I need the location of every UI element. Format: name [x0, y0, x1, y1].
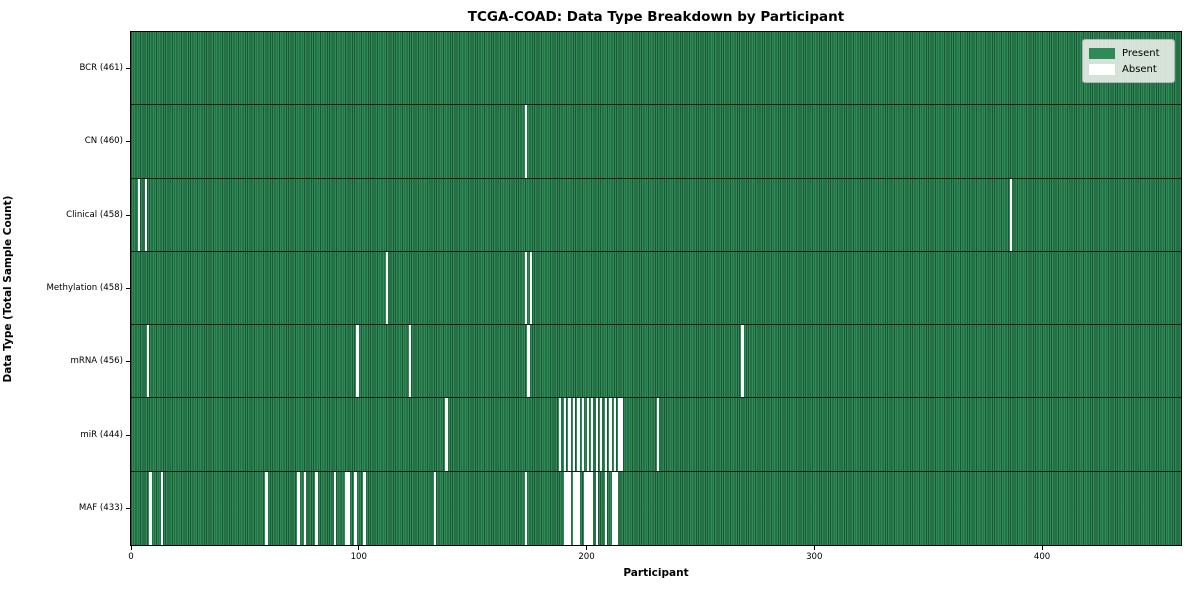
absent-stripe [347, 471, 350, 545]
absent-stripe [525, 251, 528, 325]
absent-stripe [588, 471, 592, 545]
x-tick-label-100: 100 [350, 552, 367, 562]
absent-stripe [563, 398, 567, 471]
absent-stripe [586, 398, 589, 471]
absent-stripe [315, 471, 318, 545]
y-tick-label-methylation: Methylation (458) [46, 283, 123, 293]
absent-stripe [568, 471, 571, 545]
absent-stripe [577, 471, 580, 545]
absent-stripe [572, 471, 576, 545]
absent-stripe [304, 471, 307, 545]
y-tick-label-cn: CN (460) [84, 136, 123, 147]
heatmap-row-mir [131, 398, 1181, 472]
absent-stripe [595, 398, 598, 471]
y-tick-label-mir: miR (444) [80, 429, 123, 440]
y-tick-mark [126, 507, 130, 509]
x-tick-mark [813, 546, 815, 550]
plot-area [130, 31, 1182, 546]
absent-stripe [563, 471, 567, 545]
absent-stripe [568, 398, 571, 471]
chart-title: TCGA-COAD: Data Type Breakdown by Partic… [467, 9, 845, 25]
absent-stripe [386, 251, 389, 325]
absent-stripe [559, 398, 562, 471]
absent-stripe [137, 178, 141, 251]
absent-stripe [160, 471, 163, 545]
absent-stripe [529, 251, 532, 325]
absent-stripe [572, 398, 576, 471]
absent-stripe [604, 471, 608, 545]
absent-stripe [604, 398, 608, 471]
absent-stripe [611, 471, 614, 545]
absent-stripe [525, 471, 528, 545]
heatmap-row-cn [131, 105, 1181, 179]
x-tick-label-300: 300 [806, 552, 823, 562]
legend: Present Absent [1082, 39, 1175, 83]
heatmap-row-bcr [131, 32, 1181, 106]
absent-stripe [433, 471, 437, 545]
heatmap-row-clinical [131, 178, 1181, 252]
absent-stripe [297, 471, 300, 545]
y-tick-mark [126, 361, 130, 363]
x-tick-mark [130, 546, 132, 550]
heatmap-row-methylation [131, 251, 1181, 326]
absent-stripe [609, 398, 612, 471]
absent-stripe [345, 471, 348, 545]
absent-stripe [265, 471, 268, 545]
absent-stripe [354, 471, 357, 545]
x-tick-label-0: 0 [128, 552, 134, 562]
absent-stripe [408, 325, 412, 398]
absent-stripe [657, 398, 660, 471]
absent-stripe [1010, 178, 1013, 251]
absent-stripe [591, 398, 594, 471]
absent-stripe [741, 325, 744, 398]
legend-item-absent: Absent [1089, 61, 1167, 77]
absent-stripe [618, 398, 621, 471]
absent-stripe [363, 471, 366, 545]
legend-label-present: Present [1122, 47, 1160, 59]
absent-stripe [591, 471, 594, 545]
absent-stripe [595, 471, 598, 545]
x-tick-mark [586, 546, 588, 550]
absent-stripe [584, 471, 587, 545]
absent-stripe [586, 471, 589, 545]
absent-stripe [144, 178, 147, 251]
legend-label-absent: Absent [1122, 63, 1157, 75]
x-tick-label-200: 200 [578, 552, 595, 562]
y-tick-mark [126, 141, 130, 143]
absent-stripe [620, 398, 623, 471]
y-tick-label-clinical: Clinical (458) [66, 209, 123, 220]
y-tick-mark [126, 68, 130, 70]
absent-stripe [616, 471, 619, 545]
absent-stripe [525, 105, 528, 178]
heatmap-row-mrna [131, 325, 1181, 399]
legend-item-present: Present [1089, 45, 1167, 61]
absent-stripe [577, 398, 580, 471]
absent-stripe [581, 398, 585, 471]
absent-stripe [566, 471, 569, 545]
x-axis-label: Participant [623, 567, 689, 579]
absent-stripe [613, 471, 617, 545]
y-tick-mark [126, 288, 130, 289]
x-tick-label-400: 400 [1033, 552, 1051, 562]
legend-swatch-present [1089, 47, 1115, 59]
absent-stripe [445, 398, 448, 471]
absent-stripe [600, 398, 603, 471]
absent-stripe [146, 325, 150, 398]
x-tick-mark [358, 546, 360, 550]
absent-stripe [527, 325, 530, 398]
absent-stripe [356, 325, 359, 398]
y-tick-mark [126, 214, 130, 216]
legend-swatch-absent [1089, 63, 1115, 75]
absent-stripe [575, 471, 578, 545]
x-tick-mark [1041, 546, 1043, 550]
absent-stripe [333, 471, 336, 545]
absent-stripe [613, 398, 617, 471]
heatmap-row-maf [131, 471, 1181, 545]
absent-stripe [149, 471, 152, 545]
y-tick-label-mrna: mRNA (456) [70, 356, 124, 367]
y-tick-label-bcr: BCR (461) [79, 63, 123, 74]
y-tick-label-maf: MAF (433) [78, 502, 123, 513]
y-tick-mark [126, 434, 130, 436]
